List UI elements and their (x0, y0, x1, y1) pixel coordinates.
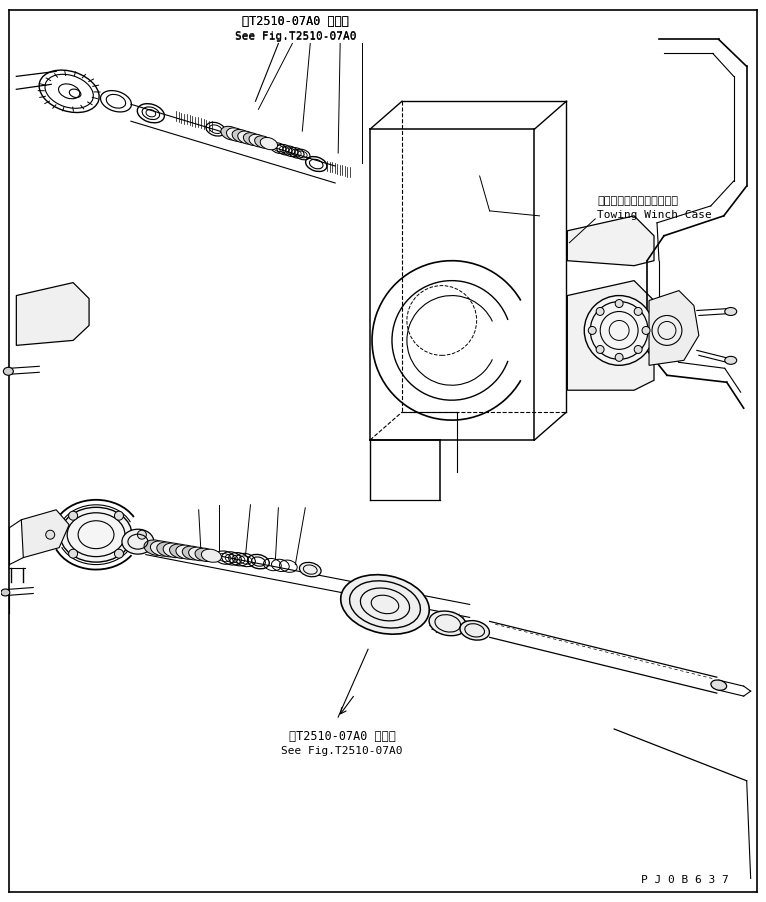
Text: See Fig.T2510-07A0: See Fig.T2510-07A0 (234, 32, 356, 41)
Ellipse shape (169, 544, 192, 558)
Circle shape (588, 327, 596, 335)
Polygon shape (21, 510, 69, 557)
Text: Towing Winch Case: Towing Winch Case (597, 210, 712, 220)
Circle shape (634, 308, 642, 316)
Circle shape (596, 308, 604, 316)
Ellipse shape (227, 128, 246, 142)
Ellipse shape (157, 542, 179, 557)
Ellipse shape (260, 137, 277, 150)
Polygon shape (16, 282, 89, 345)
Ellipse shape (341, 575, 429, 634)
Ellipse shape (429, 611, 466, 636)
Circle shape (46, 530, 54, 539)
Ellipse shape (725, 308, 737, 316)
Text: See Fig.T2510-07A0: See Fig.T2510-07A0 (281, 746, 403, 756)
Ellipse shape (254, 136, 272, 148)
Text: 第T2510-07A0 図参照: 第T2510-07A0 図参照 (242, 15, 349, 28)
Ellipse shape (182, 546, 204, 560)
Ellipse shape (122, 529, 154, 554)
Polygon shape (649, 290, 699, 365)
Ellipse shape (300, 562, 321, 576)
Polygon shape (568, 281, 654, 391)
Circle shape (114, 511, 123, 520)
Circle shape (634, 345, 642, 354)
Ellipse shape (584, 296, 654, 365)
Ellipse shape (244, 133, 261, 145)
Ellipse shape (201, 549, 221, 562)
Circle shape (137, 530, 146, 539)
Ellipse shape (221, 126, 241, 140)
Ellipse shape (195, 548, 215, 562)
Text: P J 0 B 6 3 7: P J 0 B 6 3 7 (641, 876, 728, 886)
Circle shape (69, 549, 77, 558)
Circle shape (596, 345, 604, 354)
Polygon shape (568, 216, 654, 266)
Ellipse shape (652, 316, 682, 345)
Ellipse shape (61, 507, 132, 562)
Ellipse shape (176, 545, 198, 559)
Ellipse shape (460, 621, 489, 640)
Circle shape (615, 354, 623, 362)
Text: トーイングウィンチケース: トーイングウィンチケース (597, 196, 678, 206)
Circle shape (615, 299, 623, 308)
Ellipse shape (150, 541, 174, 557)
Ellipse shape (237, 131, 257, 144)
Text: See Fig.T2510-07A0: See Fig.T2510-07A0 (234, 31, 356, 41)
Ellipse shape (144, 540, 168, 556)
Ellipse shape (188, 548, 209, 561)
Text: 第T2510-07A0 図参照: 第T2510-07A0 図参照 (242, 15, 349, 28)
Ellipse shape (232, 130, 251, 143)
Circle shape (114, 549, 123, 558)
Ellipse shape (3, 367, 13, 375)
Text: 第T2510-07A0 図参照: 第T2510-07A0 図参照 (289, 731, 395, 743)
Ellipse shape (249, 134, 267, 147)
Ellipse shape (1, 589, 10, 596)
Circle shape (69, 511, 77, 520)
Circle shape (642, 327, 650, 335)
Ellipse shape (711, 680, 727, 690)
Ellipse shape (163, 543, 185, 557)
Ellipse shape (725, 356, 737, 364)
